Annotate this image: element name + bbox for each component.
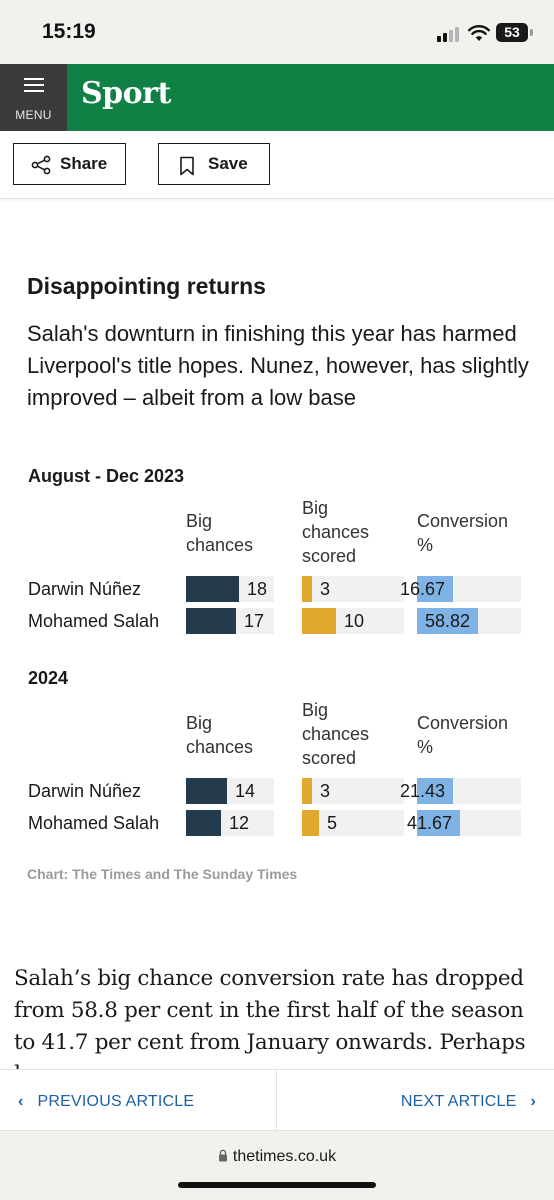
- bar-track-big-chances: 18: [186, 576, 274, 602]
- bar-scored: [302, 608, 336, 634]
- bar-value: 21.43: [399, 781, 445, 801]
- battery-icon: 53: [496, 23, 528, 42]
- column-header-scored: Big chances scored: [302, 700, 370, 768]
- share-button[interactable]: Share: [13, 143, 126, 185]
- status-time: 15:19: [42, 20, 96, 43]
- period-title: 2024: [28, 668, 69, 688]
- article-nav: ‹ PREVIOUS ARTICLE NEXT ARTICLE ›: [0, 1069, 554, 1132]
- share-icon: [31, 155, 51, 175]
- bar-track-conversion: 16.67: [400, 576, 521, 602]
- graphic-subtitle: Salah's downturn in finishing this year …: [27, 321, 529, 410]
- bar-track-conversion: 58.82: [417, 608, 521, 634]
- player-label: Mohamed Salah: [28, 813, 160, 833]
- bar-big-chances: [186, 608, 236, 634]
- bar-conversion: [417, 810, 460, 836]
- save-button[interactable]: Save: [158, 143, 270, 185]
- section-title[interactable]: Sport: [81, 76, 171, 111]
- lock-icon: [218, 1149, 227, 1162]
- bar-value: 3: [320, 781, 331, 801]
- bar-value: 5: [327, 813, 338, 833]
- chevron-left-icon: ‹: [18, 1093, 24, 1110]
- bar-scored: [302, 576, 312, 602]
- bar-big-chances: [186, 810, 221, 836]
- next-article-link[interactable]: NEXT ARTICLE ›: [401, 1093, 536, 1111]
- bar-big-chances: [186, 576, 239, 602]
- bar-value: 58.82: [424, 611, 470, 631]
- chevron-right-icon: ›: [530, 1093, 536, 1110]
- bar-track-big-chances: 17: [186, 608, 274, 634]
- article-paragraph: Salah’s big chance conversion rate has d…: [14, 966, 526, 1087]
- hamburger-icon: [24, 78, 44, 93]
- bar-value: 14: [235, 781, 256, 801]
- bar-track-big-chances: 12: [186, 810, 274, 836]
- bar-value: 3: [320, 579, 331, 599]
- site-header: MENU Sport: [0, 64, 554, 131]
- previous-article-link[interactable]: ‹ PREVIOUS ARTICLE: [18, 1093, 194, 1111]
- bar-track-scored: 3: [302, 576, 404, 602]
- bar-track-big-chances: 14: [186, 778, 274, 804]
- save-label: Save: [208, 154, 248, 173]
- bar-conversion: [417, 608, 478, 634]
- nav-divider: [276, 1070, 277, 1132]
- bar-conversion: [417, 576, 453, 602]
- next-article-label: NEXT ARTICLE: [400, 1093, 517, 1110]
- bar-value: 17: [244, 611, 265, 631]
- menu-button[interactable]: MENU: [0, 64, 67, 131]
- chart-credit: Chart: The Times and The Sunday Times: [27, 866, 298, 882]
- previous-article-label: PREVIOUS ARTICLE: [37, 1093, 195, 1110]
- bar-conversion: [417, 778, 453, 804]
- bar-track-scored: 5: [302, 810, 404, 836]
- bar-value: 16.67: [399, 579, 445, 599]
- column-header-conversion: Conversion%: [417, 511, 509, 555]
- article-toolbar: Share Save: [0, 131, 554, 199]
- player-label: Darwin Núñez: [28, 781, 142, 801]
- player-label: Mohamed Salah: [28, 611, 160, 631]
- share-label: Share: [60, 154, 108, 173]
- bar-scored: [302, 810, 319, 836]
- player-label: Darwin Núñez: [28, 579, 142, 599]
- bar-scored: [302, 778, 312, 804]
- column-header-big-chances: Big chances: [186, 511, 254, 555]
- bar-value: 41.67: [406, 813, 452, 833]
- column-header-conversion: Conversion%: [417, 713, 509, 757]
- status-bar: 15:19 53: [0, 0, 554, 64]
- bar-value: 18: [247, 579, 268, 599]
- bar-track-conversion: 41.67: [407, 810, 521, 836]
- bar-track-scored: 3: [302, 778, 404, 804]
- bookmark-icon: [180, 156, 194, 176]
- column-header-scored: Big chances scored: [302, 498, 370, 566]
- column-header-big-chances: Big chances: [186, 713, 254, 757]
- graphic-title: Disappointing returns: [27, 273, 266, 299]
- bar-value: 12: [229, 813, 250, 833]
- bar-big-chances: [186, 778, 227, 804]
- menu-label: MENU: [15, 108, 52, 122]
- browser-bar: thetimes.co.uk: [0, 1131, 554, 1200]
- url-bar[interactable]: thetimes.co.uk: [0, 1148, 554, 1166]
- period-title: August - Dec 2023: [28, 466, 185, 486]
- bar-track-conversion: 21.43: [400, 778, 521, 804]
- bar-value: 10: [344, 611, 365, 631]
- signal-icon: [437, 26, 463, 42]
- home-indicator[interactable]: [178, 1182, 376, 1188]
- bar-track-scored: 10: [302, 608, 404, 634]
- wifi-icon: [468, 25, 490, 41]
- battery-tip: [530, 29, 533, 36]
- url-text: thetimes.co.uk: [232, 1148, 337, 1165]
